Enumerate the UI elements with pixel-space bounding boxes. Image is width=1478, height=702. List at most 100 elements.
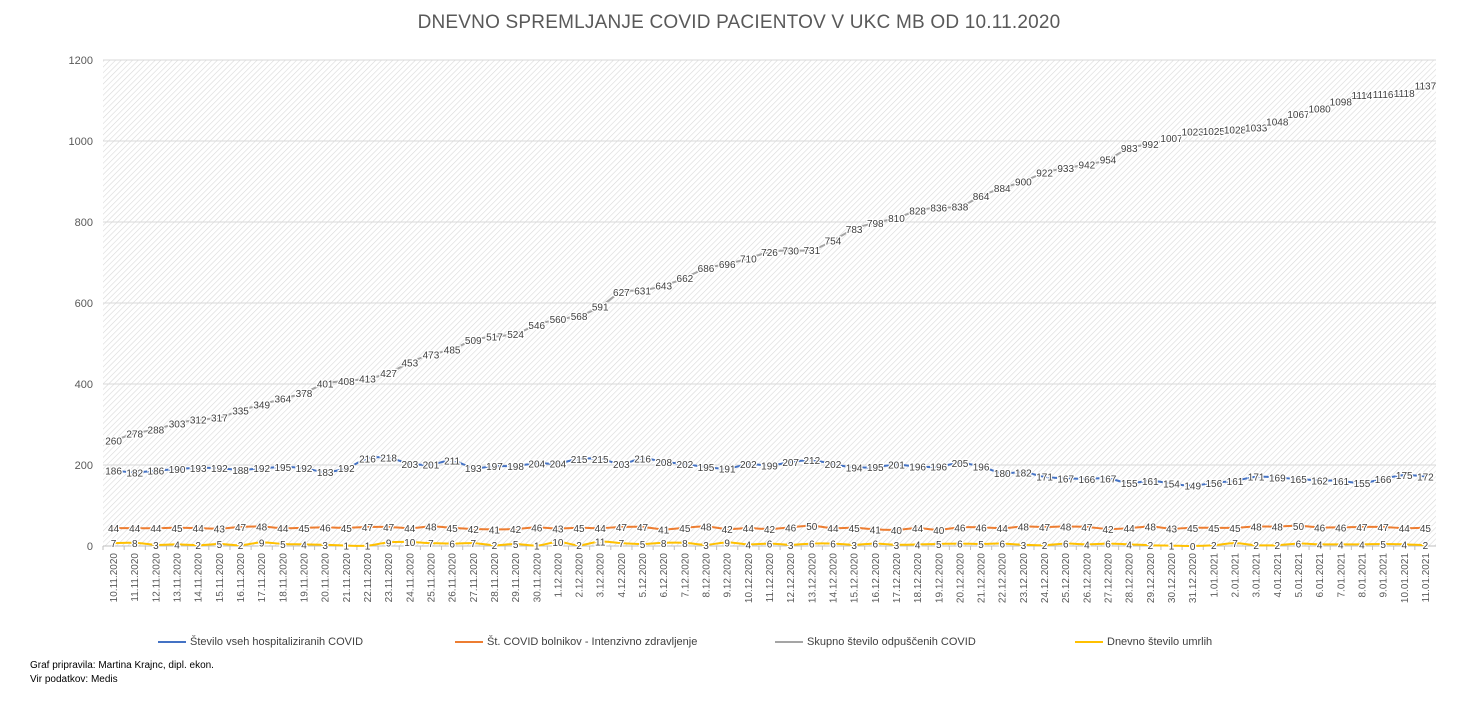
- data-label-discharged: 662: [677, 274, 694, 285]
- x-tick-label: 26.11.2020: [448, 553, 459, 603]
- data-label-deaths: 4: [174, 540, 180, 551]
- x-tick-label: 13.12.2020: [807, 553, 818, 603]
- data-label-intensive-care: 41: [658, 525, 670, 536]
- x-tick-label: 27.11.2020: [469, 553, 480, 603]
- data-label-deaths: 6: [767, 540, 773, 551]
- data-label-hospitalized: 191: [719, 465, 736, 476]
- data-label-hospitalized: 190: [169, 465, 186, 476]
- data-label-discharged: 278: [126, 429, 143, 440]
- data-label-hospitalized: 195: [867, 463, 884, 474]
- data-label-intensive-care: 47: [383, 523, 395, 534]
- data-label-discharged: 754: [825, 237, 842, 248]
- x-tick-label: 19.11.2020: [300, 553, 311, 603]
- data-label-intensive-care: 44: [1399, 524, 1411, 535]
- data-label-intensive-care: 48: [425, 523, 437, 534]
- x-tick-label: 15.12.2020: [850, 553, 861, 603]
- data-label-discharged: 933: [1057, 164, 1074, 175]
- x-tick-label: 28.12.2020: [1125, 553, 1136, 603]
- data-label-hospitalized: 156: [1205, 479, 1222, 490]
- data-label-deaths: 7: [470, 539, 476, 550]
- data-label-intensive-care: 45: [679, 524, 691, 535]
- data-label-discharged: 1067: [1287, 110, 1310, 121]
- series-line-intensive-care: [113, 524, 1426, 531]
- data-label-hospitalized: 198: [507, 462, 524, 473]
- x-tick-label: 10.01.2021: [1400, 553, 1411, 603]
- data-label-discharged: 560: [550, 315, 567, 326]
- data-label-intensive-care: 46: [1314, 523, 1326, 534]
- data-label-discharged: 1114: [1352, 91, 1373, 102]
- data-label-hospitalized: 192: [338, 464, 355, 475]
- data-label-intensive-care: 44: [743, 524, 755, 535]
- data-label-intensive-care: 45: [1208, 524, 1220, 535]
- y-tick-label: 400: [75, 379, 93, 391]
- data-label-hospitalized: 186: [105, 467, 122, 478]
- data-label-hospitalized: 216: [359, 455, 376, 466]
- data-label-discharged: 378: [296, 389, 313, 400]
- data-label-deaths: 2: [1275, 541, 1281, 552]
- data-label-intensive-care: 40: [891, 526, 903, 537]
- data-label-intensive-care: 47: [637, 523, 649, 534]
- data-label-intensive-care: 48: [1272, 523, 1284, 534]
- data-label-intensive-care: 45: [298, 524, 310, 535]
- data-label-intensive-care: 45: [341, 524, 353, 535]
- data-label-hospitalized: 186: [148, 467, 165, 478]
- data-label-intensive-care: 45: [171, 524, 183, 535]
- legend-swatch-hospitalized: [158, 641, 186, 643]
- data-label-intensive-care: 42: [468, 525, 480, 536]
- data-label-deaths: 4: [1338, 540, 1344, 551]
- x-tick-label: 3.01.2021: [1252, 553, 1263, 598]
- x-tick-label: 2.01.2021: [1230, 553, 1241, 598]
- data-label-hospitalized: 201: [423, 461, 440, 472]
- data-label-hospitalized: 188: [232, 466, 249, 477]
- data-label-intensive-care: 44: [150, 524, 162, 535]
- data-label-deaths: 7: [619, 539, 625, 550]
- x-tick-label: 7.12.2020: [680, 553, 691, 598]
- data-label-deaths: 2: [1148, 541, 1154, 552]
- data-label-intensive-care: 45: [574, 524, 586, 535]
- x-tick-label: 16.11.2020: [236, 553, 247, 603]
- data-label-discharged: 517: [486, 333, 503, 344]
- legend-label-hospitalized: Število vseh hospitaliziranih COVID: [190, 636, 364, 648]
- data-label-hospitalized: 169: [1269, 474, 1286, 485]
- data-label-deaths: 6: [873, 540, 879, 551]
- data-label-discharged: 696: [719, 260, 736, 271]
- legend-label-intensive-care: Št. COVID bolnikov - Intenzivno zdravlje…: [487, 636, 698, 648]
- data-label-intensive-care: 44: [193, 524, 205, 535]
- data-label-deaths: 5: [936, 540, 942, 551]
- data-label-discharged: 349: [253, 401, 270, 412]
- data-label-intensive-care: 44: [912, 524, 924, 535]
- x-tick-label: 1.01.2021: [1209, 553, 1220, 598]
- x-tick-label: 17.12.2020: [892, 553, 903, 603]
- data-label-intensive-care: 42: [764, 525, 776, 536]
- data-label-discharged: 864: [973, 192, 990, 203]
- data-label-discharged: 485: [444, 346, 461, 357]
- x-tick-label: 23.12.2020: [1019, 553, 1030, 603]
- data-label-discharged: 1116: [1373, 90, 1394, 101]
- data-label-deaths: 6: [1105, 540, 1111, 551]
- data-label-discharged: 798: [867, 219, 884, 230]
- data-label-hospitalized: 207: [782, 458, 799, 469]
- data-label-discharged: 1098: [1330, 97, 1353, 108]
- data-label-deaths: 0: [1190, 542, 1196, 553]
- data-label-discharged: 838: [952, 203, 969, 214]
- x-tick-label: 30.12.2020: [1167, 553, 1178, 603]
- data-label-deaths: 3: [153, 541, 159, 552]
- data-label-discharged: 401: [317, 380, 334, 391]
- data-label-deaths: 4: [915, 540, 921, 551]
- y-tick-label: 600: [75, 298, 93, 310]
- data-label-intensive-care: 44: [108, 524, 120, 535]
- data-label-hospitalized: 192: [296, 464, 313, 475]
- data-label-discharged: 524: [507, 330, 524, 341]
- data-label-hospitalized: 180: [994, 469, 1011, 480]
- data-label-hospitalized: 218: [380, 454, 397, 465]
- x-tick-label: 17.11.2020: [257, 553, 268, 603]
- data-label-intensive-care: 41: [870, 525, 882, 536]
- x-tick-label: 27.12.2020: [1104, 553, 1115, 603]
- x-tick-label: 22.12.2020: [998, 553, 1009, 603]
- x-tick-label: 6.12.2020: [659, 553, 670, 598]
- data-label-hospitalized: 204: [550, 459, 567, 470]
- data-label-discharged: 1033: [1245, 124, 1268, 135]
- data-label-hospitalized: 202: [825, 460, 842, 471]
- data-label-hospitalized: 204: [528, 459, 545, 470]
